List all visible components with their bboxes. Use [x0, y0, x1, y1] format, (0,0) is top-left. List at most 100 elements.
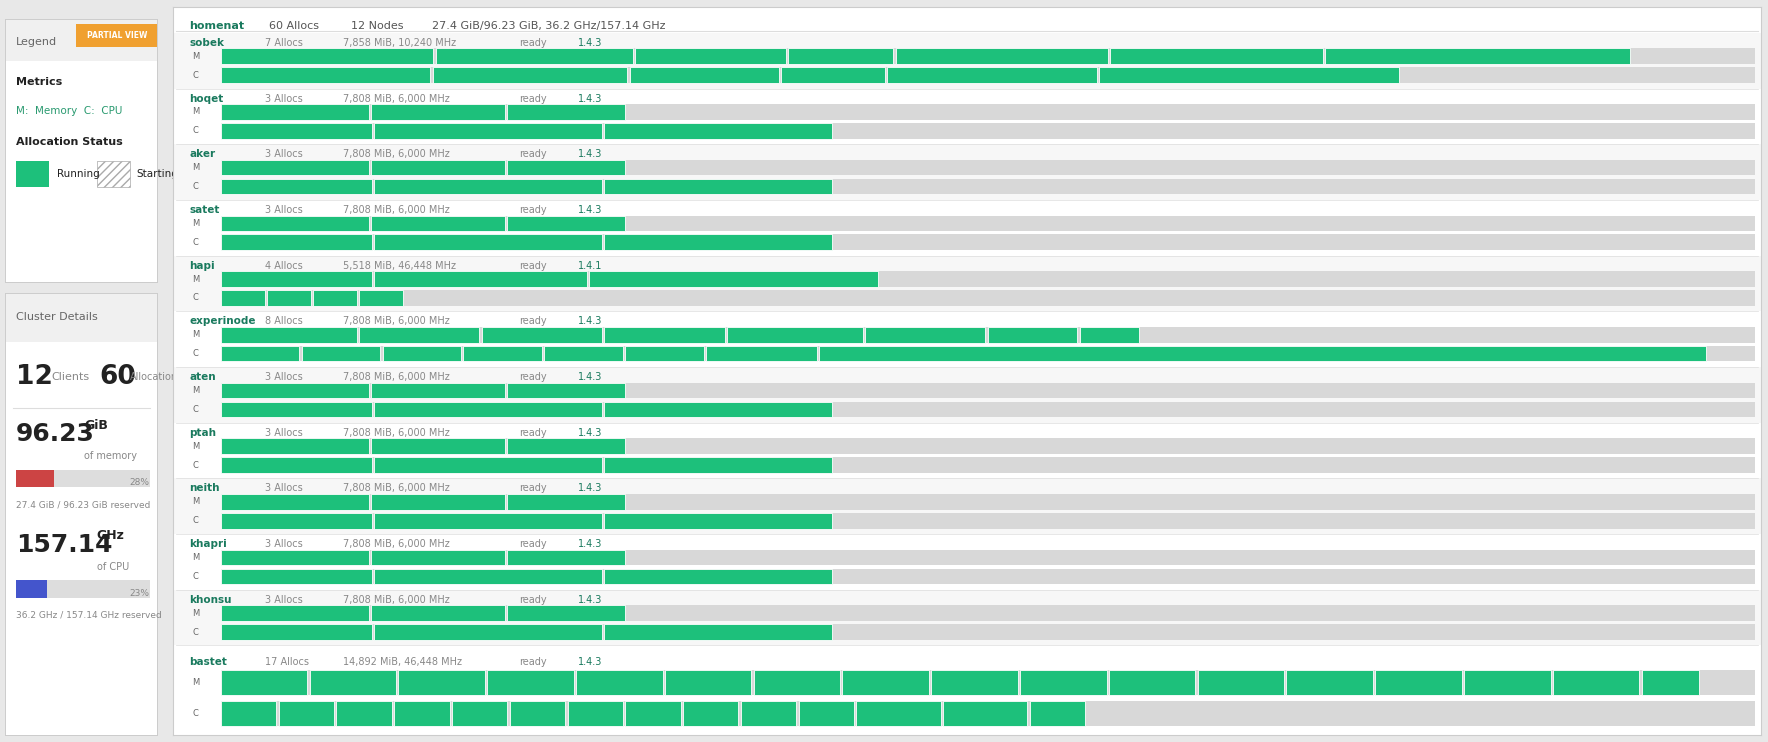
Bar	[5, 293, 157, 341]
Bar	[605, 234, 833, 250]
Bar	[221, 179, 1754, 194]
Text: M: M	[193, 386, 200, 395]
Text: 96.23: 96.23	[16, 422, 95, 447]
Bar	[1100, 68, 1400, 83]
Text: Legend: Legend	[16, 37, 57, 47]
Text: M: M	[193, 497, 200, 506]
Bar	[605, 457, 833, 473]
Bar	[221, 671, 1754, 695]
Text: Class ▾: Class ▾	[1407, 20, 1443, 30]
Bar	[371, 605, 504, 621]
Text: 8 Allocs: 8 Allocs	[265, 316, 302, 326]
Bar	[1464, 671, 1551, 695]
Text: C: C	[193, 405, 198, 414]
Bar	[605, 179, 833, 194]
Bar	[221, 215, 1754, 231]
Bar	[605, 327, 725, 343]
Bar	[545, 346, 622, 361]
Text: aten: aten	[189, 372, 216, 382]
Bar	[896, 48, 1109, 64]
Bar	[221, 160, 1754, 175]
Bar	[221, 234, 371, 250]
Text: Metrics: Metrics	[16, 76, 62, 87]
Bar	[359, 290, 403, 306]
Bar	[932, 671, 1018, 695]
Bar	[507, 550, 624, 565]
Bar	[221, 401, 1754, 417]
Text: 3 Allocs: 3 Allocs	[265, 484, 302, 493]
Text: 3 Allocs: 3 Allocs	[265, 205, 302, 215]
Bar	[221, 439, 1754, 454]
Bar	[359, 327, 479, 343]
Bar	[705, 346, 817, 361]
Bar	[16, 470, 150, 487]
Bar	[221, 550, 1754, 565]
Bar	[221, 700, 1754, 726]
Text: 3 Allocs: 3 Allocs	[265, 427, 302, 438]
Text: 36.2 GHz / 157.14 GHz reserved: 36.2 GHz / 157.14 GHz reserved	[16, 611, 161, 620]
Bar	[1110, 48, 1322, 64]
Text: ready: ready	[520, 316, 546, 326]
Text: 7,808 MiB, 6,000 MHz: 7,808 MiB, 6,000 MHz	[343, 595, 449, 605]
Text: C: C	[193, 237, 198, 247]
Text: M: M	[193, 108, 200, 116]
Text: 7 Allocs: 7 Allocs	[265, 38, 304, 48]
Bar	[375, 624, 601, 640]
Bar	[5, 19, 157, 61]
Text: M: M	[193, 52, 200, 61]
Bar	[221, 383, 370, 398]
Bar	[371, 550, 504, 565]
Bar	[507, 494, 624, 510]
Bar	[173, 200, 1761, 256]
Text: M: M	[193, 219, 200, 228]
Bar	[221, 494, 370, 510]
Bar	[371, 215, 504, 231]
Text: 12: 12	[16, 364, 53, 390]
Bar	[398, 671, 484, 695]
Bar	[942, 700, 1027, 726]
Text: 60: 60	[99, 364, 136, 390]
Bar	[221, 513, 371, 528]
Bar	[507, 383, 624, 398]
Text: 7,808 MiB, 6,000 MHz: 7,808 MiB, 6,000 MHz	[343, 93, 449, 104]
Bar	[221, 513, 1754, 528]
Bar	[605, 624, 833, 640]
Bar	[507, 605, 624, 621]
Bar	[1376, 671, 1462, 695]
Text: ready: ready	[520, 260, 546, 271]
Text: ready: ready	[520, 595, 546, 605]
Text: aker: aker	[189, 149, 216, 160]
Text: 3 Allocs: 3 Allocs	[265, 372, 302, 382]
Text: 1.4.3: 1.4.3	[578, 205, 603, 215]
Bar	[221, 123, 1754, 139]
Bar	[221, 568, 1754, 584]
Bar	[605, 401, 833, 417]
Bar	[221, 179, 371, 194]
Text: khapri: khapri	[189, 539, 226, 549]
Bar	[221, 624, 1754, 640]
Bar	[665, 671, 751, 695]
Bar	[173, 88, 1761, 144]
Text: 12 Nodes: 12 Nodes	[352, 21, 403, 30]
Text: 7,808 MiB, 6,000 MHz: 7,808 MiB, 6,000 MHz	[343, 205, 449, 215]
Text: ready: ready	[520, 427, 546, 438]
Bar	[371, 439, 504, 454]
Text: 1.4.3: 1.4.3	[578, 38, 603, 48]
Bar	[433, 68, 628, 83]
Text: 1.4.3: 1.4.3	[578, 595, 603, 605]
Text: ready: ready	[520, 149, 546, 160]
Bar	[221, 671, 308, 695]
Bar	[16, 580, 46, 598]
Bar	[221, 346, 299, 361]
Text: 7,808 MiB, 6,000 MHz: 7,808 MiB, 6,000 MHz	[343, 316, 449, 326]
Bar	[221, 457, 371, 473]
Bar	[173, 33, 1761, 88]
Text: C: C	[193, 709, 198, 718]
Bar	[1287, 671, 1374, 695]
Text: Cluster Details: Cluster Details	[16, 312, 97, 322]
Bar	[843, 671, 928, 695]
Bar	[1080, 327, 1139, 343]
Text: 17 Allocs: 17 Allocs	[265, 657, 309, 666]
Text: 7,808 MiB, 6,000 MHz: 7,808 MiB, 6,000 MHz	[343, 539, 449, 549]
Bar	[221, 68, 1754, 83]
